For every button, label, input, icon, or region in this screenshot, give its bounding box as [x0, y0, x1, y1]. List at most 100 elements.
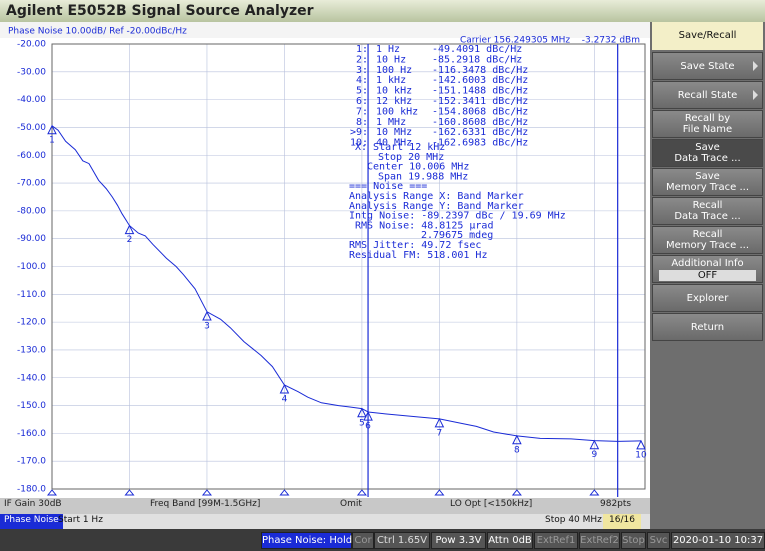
marker-value: -49.4091 dBc/Hz	[432, 44, 522, 55]
analysis-info: X: Start 12 kHz	[355, 142, 445, 153]
softkey-label: Data Trace ...	[674, 153, 741, 164]
status-bar: Phase Noise: Hold Cor Ctrl 1.65V Pow 3.3V At…	[0, 529, 765, 551]
marker	[357, 407, 367, 418]
analysis-info: Center 10.006 MHz	[367, 162, 469, 173]
softkey-label: Data Trace ...	[674, 211, 741, 222]
status-field: ExtRef2	[579, 532, 620, 549]
x-tick-triangle	[511, 489, 522, 496]
marker-value: -162.6983 dBc/Hz	[432, 138, 528, 149]
analysis-info: Analysis Range Y: Band Marker	[349, 201, 524, 212]
y-tick-label: -90.00	[17, 234, 46, 244]
marker	[589, 439, 600, 450]
y-tick-label: -40.00	[17, 95, 46, 105]
marker	[279, 383, 290, 394]
x-tick-triangle	[589, 489, 600, 496]
softkey-label: Save	[695, 142, 720, 153]
softkey-label: Recall by	[684, 113, 731, 124]
y-tick-label: -130.0	[17, 345, 46, 355]
trace	[51, 125, 642, 442]
marker-frequency: 100 Hz	[376, 65, 412, 76]
marker-id: 8:	[356, 117, 368, 128]
marker-frequency: 1 Hz	[376, 44, 400, 55]
marker-frequency: 10 MHz	[376, 127, 412, 138]
marker-value: -85.2918 dBc/Hz	[432, 54, 522, 65]
y-tick-label: -180.0	[17, 485, 46, 495]
x-tick-triangle	[356, 489, 367, 496]
y-tick-label: -150.0	[17, 401, 46, 411]
analysis-info: Intg Noise: -89.2397 dBc / 19.69 MHz	[349, 211, 566, 222]
y-tick-label: -70.00	[17, 179, 46, 189]
setting-field: 982pts	[600, 499, 632, 509]
softkey[interactable]: Save Data Trace ...	[652, 139, 763, 167]
chart-header	[0, 22, 650, 38]
softkey[interactable]: Recall Data Trace ...	[652, 197, 763, 225]
softkey-label: Memory Trace ...	[665, 182, 750, 193]
softkey-menu: Save/Recall Save State Recall State Recall …	[650, 22, 765, 529]
softkey-label: File Name	[682, 124, 733, 135]
y-tick-label: -170.0	[17, 457, 46, 467]
marker-id: 7:	[356, 106, 368, 117]
channel-bar: Phase Noise Start 1 Hz Stop 40 MHz 16/16	[0, 514, 650, 529]
marker-value: -154.8068 dBc/Hz	[432, 106, 528, 117]
softkey-label: Recall	[692, 200, 723, 211]
menu-title: Save/Recall	[652, 22, 763, 50]
softkey-label: Save State	[680, 60, 735, 72]
marker-id: >9:	[350, 127, 368, 138]
status-field: ExtRef1	[534, 532, 578, 549]
marker-number: 5	[359, 418, 365, 428]
y-tick-label: -50.00	[17, 123, 46, 133]
marker-id: 3:	[356, 65, 368, 76]
softkey-label: Recall State	[677, 89, 738, 101]
softkey[interactable]: Additional Info OFF	[652, 255, 763, 283]
marker-number: 6	[365, 422, 371, 432]
status-field: Pow 3.3V	[431, 532, 486, 549]
softkey-label: Memory Trace ...	[665, 240, 750, 251]
softkey-label: Explorer	[686, 292, 729, 304]
chart-background	[0, 22, 650, 498]
analysis-info: Residual FM: 518.001 Hz	[349, 250, 487, 261]
softkey-label: Return	[690, 321, 725, 333]
x-tick-triangle	[201, 489, 212, 496]
marker	[47, 124, 57, 135]
setting-field: LO Opt [<150kHz]	[450, 499, 533, 509]
status-field: Cor	[352, 532, 374, 549]
plot-frame	[51, 43, 646, 490]
status-field: Svc	[647, 532, 670, 549]
x-tick-triangle	[124, 489, 135, 496]
analysis-info: Stop 20 MHz	[378, 152, 444, 163]
marker-number: 3	[204, 321, 210, 331]
channel-mode: Phase Noise	[0, 514, 63, 529]
status-field: Stop	[621, 532, 646, 549]
x-tick-triangle	[279, 489, 290, 496]
marker-id: 2:	[356, 54, 368, 65]
softkey[interactable]: Recall Memory Trace ...	[652, 226, 763, 254]
softkey[interactable]: Recall State	[652, 81, 763, 109]
softkey[interactable]: Explorer	[652, 284, 763, 312]
marker-frequency: 1 kHz	[376, 75, 406, 86]
status-field: Phase Noise: Hold	[261, 532, 352, 549]
y-tick-label: -140.0	[17, 373, 46, 383]
marker-frequency: 100 kHz	[376, 106, 418, 117]
softkey[interactable]: Save State	[652, 52, 763, 80]
setting-field: Freq Band [99M-1.5GHz]	[150, 499, 261, 509]
softkey[interactable]: Return	[652, 313, 763, 341]
marker-frequency: 10 Hz	[376, 54, 406, 65]
chart: Phase Noise 10.00dB/ Ref -20.00dBc/Hz Car…	[0, 22, 650, 498]
softkey[interactable]: Recall by File Name	[652, 110, 763, 138]
marker	[202, 310, 212, 321]
chart-header-left: Phase Noise 10.00dB/ Ref -20.00dBc/Hz	[8, 27, 187, 37]
submenu-arrow	[753, 90, 758, 100]
marker-id: 10:	[350, 138, 368, 149]
marker-id: 4:	[356, 75, 368, 86]
softkey[interactable]: Save Memory Trace ...	[652, 168, 763, 196]
y-tick-label: -100.0	[17, 262, 46, 272]
analysis-info: RMS Jitter: 49.72 fsec	[349, 240, 481, 251]
analysis-info: RMS Noise: 48.8125 µrad	[355, 220, 493, 231]
y-tick-label: -80.00	[17, 206, 46, 216]
softkey-label: Save	[695, 171, 720, 182]
marker-frequency: 10 kHz	[376, 86, 412, 97]
analysis-info: === Noise ===	[349, 181, 427, 192]
status-field: 2020-01-10 10:37	[671, 532, 765, 549]
y-tick-label: -20.00	[17, 40, 46, 50]
